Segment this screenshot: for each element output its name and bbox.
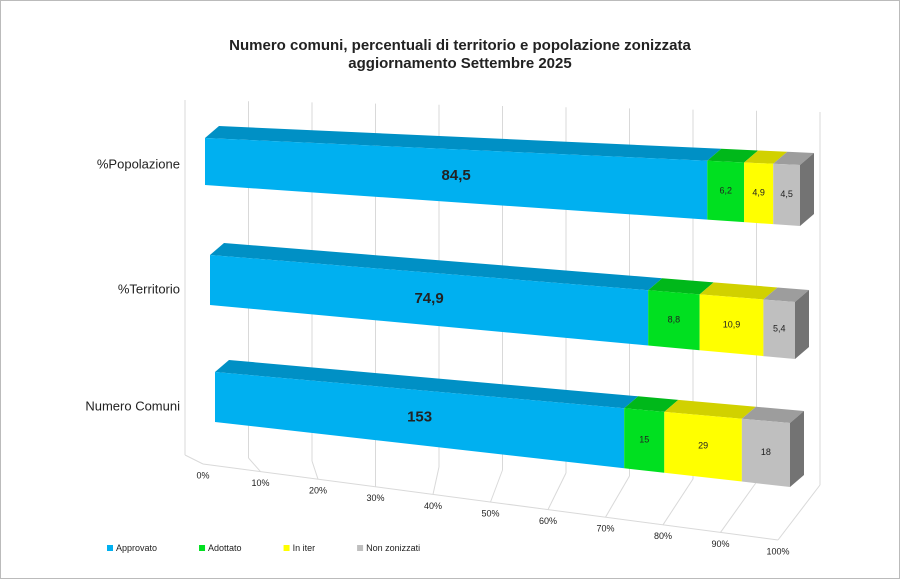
bar [773, 163, 800, 226]
bar [699, 294, 764, 357]
bar [648, 290, 700, 351]
data-label: 74,9 [414, 290, 443, 307]
chart-subtitle: aggiornamento Settembre 2025 [348, 55, 571, 72]
bar-top [664, 399, 756, 419]
grid-line [605, 475, 630, 518]
bar-top [773, 151, 814, 165]
grid-line [311, 460, 319, 480]
bar [215, 372, 625, 469]
bar [664, 411, 742, 482]
bar [205, 138, 708, 220]
grid-line [547, 472, 567, 510]
grid-line [720, 481, 757, 533]
bar-side [790, 411, 804, 487]
x-tick-label: 70% [596, 524, 614, 534]
x-tick-label: 90% [711, 539, 729, 549]
x-axis [202, 463, 779, 541]
bar-top [744, 150, 788, 164]
category-label: %Territorio [118, 281, 180, 296]
chart-title: Numero comuni, percentuali di territorio… [229, 37, 691, 54]
bar-top [741, 406, 804, 423]
data-label: 29 [698, 441, 708, 451]
legend-swatch [199, 545, 206, 551]
bar-top [624, 396, 679, 412]
bar-side [795, 290, 809, 359]
data-label: 15 [639, 435, 649, 445]
legend-swatch [107, 545, 113, 551]
data-label: 4,5 [780, 189, 793, 199]
x-tick-label: 100% [766, 546, 789, 556]
x-tick-label: 40% [424, 501, 442, 511]
bar-top [210, 243, 663, 291]
grid-line [662, 478, 694, 526]
data-label: 153 [407, 409, 432, 426]
data-label: 18 [761, 447, 771, 457]
bar-top [205, 126, 722, 161]
bar [741, 418, 790, 487]
grid-line [248, 457, 261, 472]
x-tick-label: 20% [309, 486, 327, 496]
data-label: 8,8 [668, 314, 681, 324]
data-label: 10,9 [723, 319, 741, 329]
x-tick-label: 80% [654, 531, 672, 541]
legend-swatch [283, 545, 290, 551]
bar-top [707, 148, 759, 163]
legend-swatch [357, 545, 364, 551]
bar-top [699, 282, 778, 300]
bar-side [800, 153, 814, 226]
category-label: Numero Comuni [85, 398, 180, 413]
bar [744, 162, 774, 225]
grid-line [184, 454, 204, 465]
bar-top [215, 360, 639, 409]
grid-line [490, 469, 503, 503]
bar [624, 408, 665, 473]
bar-top [763, 287, 809, 302]
data-label: 4,9 [752, 188, 765, 198]
x-tick-label: 30% [366, 493, 384, 503]
x-tick-label: 10% [251, 478, 269, 488]
data-label: 5,4 [773, 324, 786, 334]
data-label: 84,5 [442, 167, 471, 184]
x-tick-label: 0% [196, 470, 209, 480]
data-label: 6,2 [719, 186, 732, 196]
grid-line [432, 466, 440, 495]
legend-label: Approvato [116, 543, 157, 553]
bar [210, 255, 649, 346]
category-label: %Popolazione [97, 156, 180, 171]
legend-label: Adottato [208, 543, 242, 553]
x-tick-label: 50% [481, 508, 499, 518]
bar [763, 299, 795, 359]
legend-label: Non zonizzati [366, 543, 420, 553]
x-tick-label: 60% [539, 516, 557, 526]
bar-top [648, 278, 714, 295]
bar [707, 160, 745, 223]
legend-label: In iter [293, 543, 316, 553]
grid-line [777, 484, 821, 541]
